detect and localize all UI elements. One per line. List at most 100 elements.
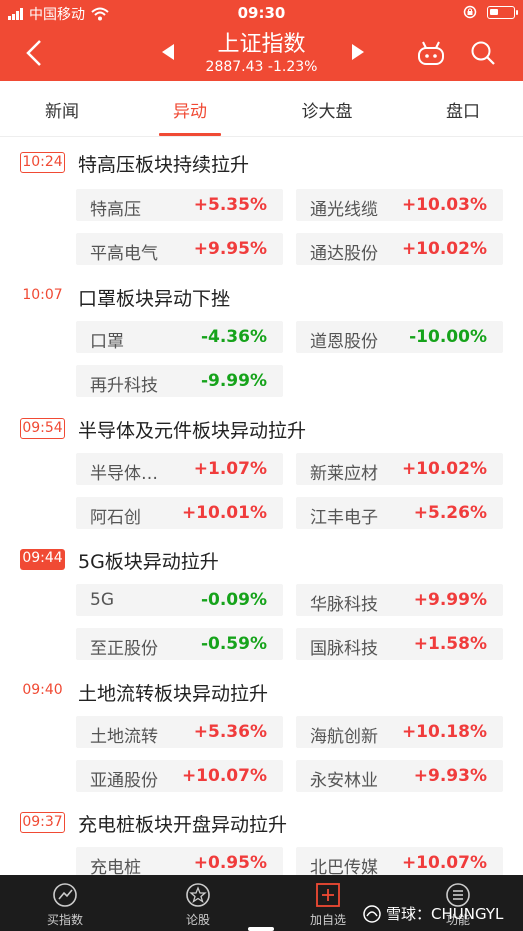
- stock-chip[interactable]: 通光线缆 +10.03%: [296, 189, 503, 221]
- event-time-badge: 09:40: [22, 682, 63, 698]
- stock-chip[interactable]: 北巴传媒 +10.07%: [296, 847, 503, 875]
- stock-name: 国脉科技: [310, 639, 378, 659]
- add-watchlist-label: 加自选: [309, 913, 346, 927]
- stock-chip[interactable]: 永安林业 +9.93%: [296, 760, 503, 792]
- stock-change: +5.26%: [413, 503, 487, 523]
- stock-name: 特高压: [90, 200, 141, 220]
- index-change: -1.23%: [267, 59, 318, 75]
- stock-name: 道恩股份: [310, 332, 378, 352]
- stock-chip[interactable]: 道恩股份 -10.00%: [296, 321, 503, 353]
- tab-news[interactable]: 新闻: [45, 102, 79, 122]
- stock-change: +1.58%: [413, 634, 487, 654]
- stock-name: 半导体…: [90, 464, 158, 484]
- discuss-button[interactable]: 论股: [158, 881, 238, 928]
- stock-name: 通达股份: [310, 244, 378, 264]
- status-time: 09:30: [237, 4, 286, 22]
- event-title[interactable]: 充电桩板块开盘异动拉升: [78, 814, 288, 836]
- tab-order-book[interactable]: 盘口: [446, 102, 480, 122]
- menu-icon: [446, 883, 470, 907]
- stock-change: +10.07%: [181, 766, 267, 786]
- stock-name: 新莱应材: [310, 464, 378, 484]
- snowball-logo-icon: [363, 904, 381, 923]
- stock-chip[interactable]: 5G -0.09%: [76, 584, 283, 616]
- stock-name: 北巴传媒: [310, 858, 378, 875]
- stock-chip[interactable]: 江丰电子 +5.26%: [296, 497, 503, 529]
- status-left: 中国移动: [8, 4, 109, 24]
- stock-name: 口罩: [90, 332, 124, 352]
- stock-change: +1.07%: [193, 459, 267, 479]
- stock-chip[interactable]: 国脉科技 +1.58%: [296, 628, 503, 660]
- stock-chip[interactable]: 亚通股份 +10.07%: [76, 760, 283, 792]
- event-title[interactable]: 土地流转板块异动拉升: [78, 683, 269, 705]
- stock-name: 江丰电子: [310, 508, 378, 528]
- stock-change: +9.99%: [413, 590, 487, 610]
- stock-change: +10.02%: [401, 459, 487, 479]
- watermark: 雪球：CHUNGYL: [362, 903, 503, 924]
- stock-name: 平高电气: [90, 244, 158, 264]
- previous-index-icon[interactable]: [160, 43, 176, 61]
- next-index-icon[interactable]: [350, 43, 366, 61]
- stock-chip[interactable]: 平高电气 +9.95%: [76, 233, 283, 265]
- menu-button[interactable]: 功能: [418, 881, 498, 928]
- tab-movement[interactable]: 异动: [173, 102, 207, 122]
- header: 中国移动 09:30 上证指数 2887.43 -1.23%: [0, 0, 523, 81]
- stock-chip[interactable]: 阿石创 +10.01%: [76, 497, 283, 529]
- search-icon[interactable]: [470, 40, 496, 66]
- stock-change: +5.36%: [193, 722, 267, 742]
- home-indicator: [248, 927, 274, 931]
- stock-change: -9.99%: [200, 371, 267, 391]
- status-bar: 中国移动 09:30: [0, 0, 523, 26]
- signal-icon: [8, 8, 23, 20]
- robot-icon[interactable]: [416, 40, 446, 66]
- stock-chip[interactable]: 至正股份 -0.59%: [76, 628, 283, 660]
- index-price: 2887.43: [205, 59, 264, 75]
- stock-name: 华脉科技: [310, 595, 378, 615]
- active-tab-underline: [159, 133, 221, 136]
- stock-chip[interactable]: 特高压 +5.35%: [76, 189, 283, 221]
- stock-chip[interactable]: 新莱应材 +10.02%: [296, 453, 503, 485]
- stock-change: +10.03%: [401, 195, 487, 215]
- back-arrow-icon[interactable]: [22, 38, 48, 68]
- stock-name: 土地流转: [90, 727, 158, 747]
- event-time-badge: 10:07: [22, 287, 63, 303]
- stock-name: 永安林业: [310, 771, 378, 791]
- stock-name: 亚通股份: [90, 771, 158, 791]
- event-title[interactable]: 半导体及元件板块异动拉升: [78, 420, 307, 442]
- stock-change: +0.95%: [193, 853, 267, 873]
- stock-change: -10.00%: [409, 327, 487, 347]
- stock-change: +10.18%: [401, 722, 487, 742]
- stock-chip[interactable]: 再升科技 -9.99%: [76, 365, 283, 397]
- event-title[interactable]: 5G板块异动拉升: [78, 551, 219, 573]
- carrier-label: 中国移动: [29, 7, 85, 23]
- stock-chip[interactable]: 充电桩 +0.95%: [76, 847, 283, 875]
- stock-name: 充电桩: [90, 858, 141, 875]
- buy-index-label: 买指数: [46, 913, 83, 927]
- event-title[interactable]: 口罩板块异动下挫: [78, 288, 231, 310]
- stock-name: 5G: [90, 590, 114, 610]
- stock-change: -0.09%: [200, 590, 267, 610]
- stock-chip[interactable]: 通达股份 +10.02%: [296, 233, 503, 265]
- stock-chip[interactable]: 土地流转 +5.36%: [76, 716, 283, 748]
- rotation-lock-icon: [463, 5, 477, 19]
- stock-change: -4.36%: [200, 327, 267, 347]
- event-time-badge: 09:44: [20, 549, 65, 570]
- stock-chip[interactable]: 华脉科技 +9.99%: [296, 584, 503, 616]
- discuss-icon: [186, 883, 210, 907]
- stock-chip[interactable]: 半导体… +1.07%: [76, 453, 283, 485]
- tab-bar: 新闻 异动 诊大盘 盘口: [0, 81, 523, 137]
- index-quote: 2887.43 -1.23%: [0, 59, 523, 75]
- stock-chip[interactable]: 海航创新 +10.18%: [296, 716, 503, 748]
- event-title[interactable]: 特高压板块持续拉升: [78, 154, 250, 176]
- discuss-label: 论股: [185, 913, 210, 927]
- stock-chip[interactable]: 口罩 -4.36%: [76, 321, 283, 353]
- buy-index-button[interactable]: 买指数: [25, 881, 105, 928]
- stock-change: +9.95%: [193, 239, 267, 259]
- stock-name: 阿石创: [90, 508, 141, 528]
- event-time-badge: 10:24: [20, 152, 65, 173]
- stock-name: 至正股份: [90, 639, 158, 659]
- tab-market-diagnosis[interactable]: 诊大盘: [301, 102, 353, 122]
- watermark-text: 雪球：CHUNGYL: [386, 905, 504, 923]
- add-watchlist-button[interactable]: 加自选: [288, 881, 368, 928]
- movement-feed[interactable]: 10:24 特高压板块持续拉升 特高压 +5.35% 通光线缆 +10.03% …: [0, 138, 523, 875]
- add-watchlist-icon: [316, 883, 340, 907]
